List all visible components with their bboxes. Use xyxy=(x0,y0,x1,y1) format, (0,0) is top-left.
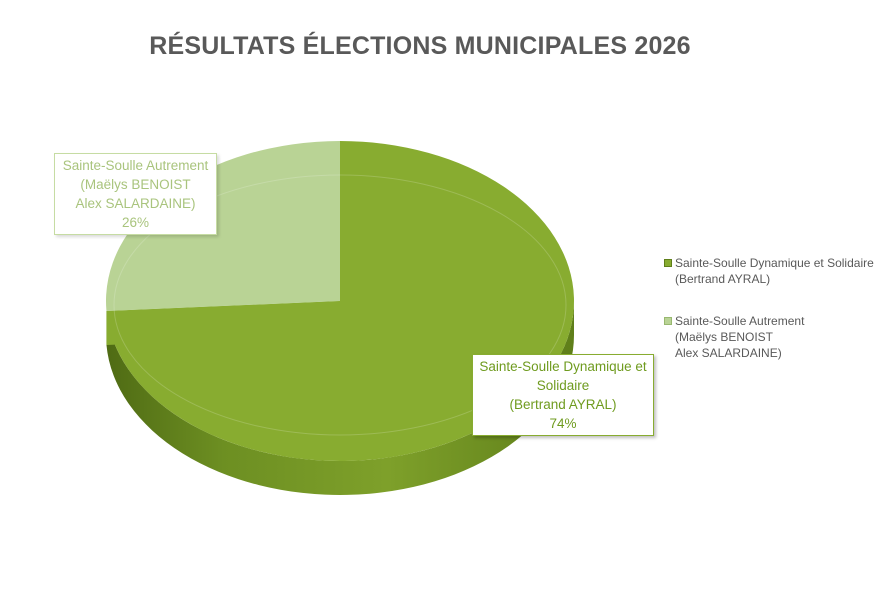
legend-label: (Maëlys BENOIST xyxy=(675,330,774,344)
legend-swatch xyxy=(664,259,672,267)
chart-title: RÉSULTATS ÉLECTIONS MUNICIPALES 2026 xyxy=(149,32,691,60)
pie-slice-1 xyxy=(106,141,340,312)
data-label-value: 74% xyxy=(549,416,577,431)
pie-side-wall xyxy=(106,301,575,495)
legend-label: Alex SALARDAINE) xyxy=(675,346,782,360)
legend-label: Sainte-Soulle Dynamique et Solidaire xyxy=(675,256,874,270)
legend-label: (Bertrand AYRAL) xyxy=(675,272,771,286)
data-label-dynamique: Sainte-Soulle Dynamique et Solidaire (Be… xyxy=(472,354,654,436)
data-label-value: 26% xyxy=(121,215,150,230)
data-label-line: Sainte-Soulle Dynamique et xyxy=(479,359,647,374)
data-label-line: Sainte-Soulle Autrement xyxy=(62,158,209,173)
data-label-autrement: Sainte-Soulle Autrement (Maëlys BENOIST … xyxy=(54,153,217,235)
pie-slice-0 xyxy=(106,141,575,462)
data-label-line: Solidaire xyxy=(536,378,590,393)
data-label-line: (Bertrand AYRAL) xyxy=(509,397,617,412)
pie-highlight xyxy=(113,174,567,436)
legend-label: Sainte-Soulle Autrement xyxy=(675,314,805,328)
legend-swatch xyxy=(664,317,672,325)
data-label-line: Alex SALARDAINE) xyxy=(75,196,196,211)
legend-item-dynamique: Sainte-Soulle Dynamique et Solidaire (Be… xyxy=(664,255,894,287)
legend: Sainte-Soulle Dynamique et Solidaire (Be… xyxy=(664,255,894,387)
data-label-line: (Maëlys BENOIST xyxy=(80,177,191,192)
legend-item-autrement: Sainte-Soulle Autrement (Maëlys BENOIST … xyxy=(664,313,894,361)
